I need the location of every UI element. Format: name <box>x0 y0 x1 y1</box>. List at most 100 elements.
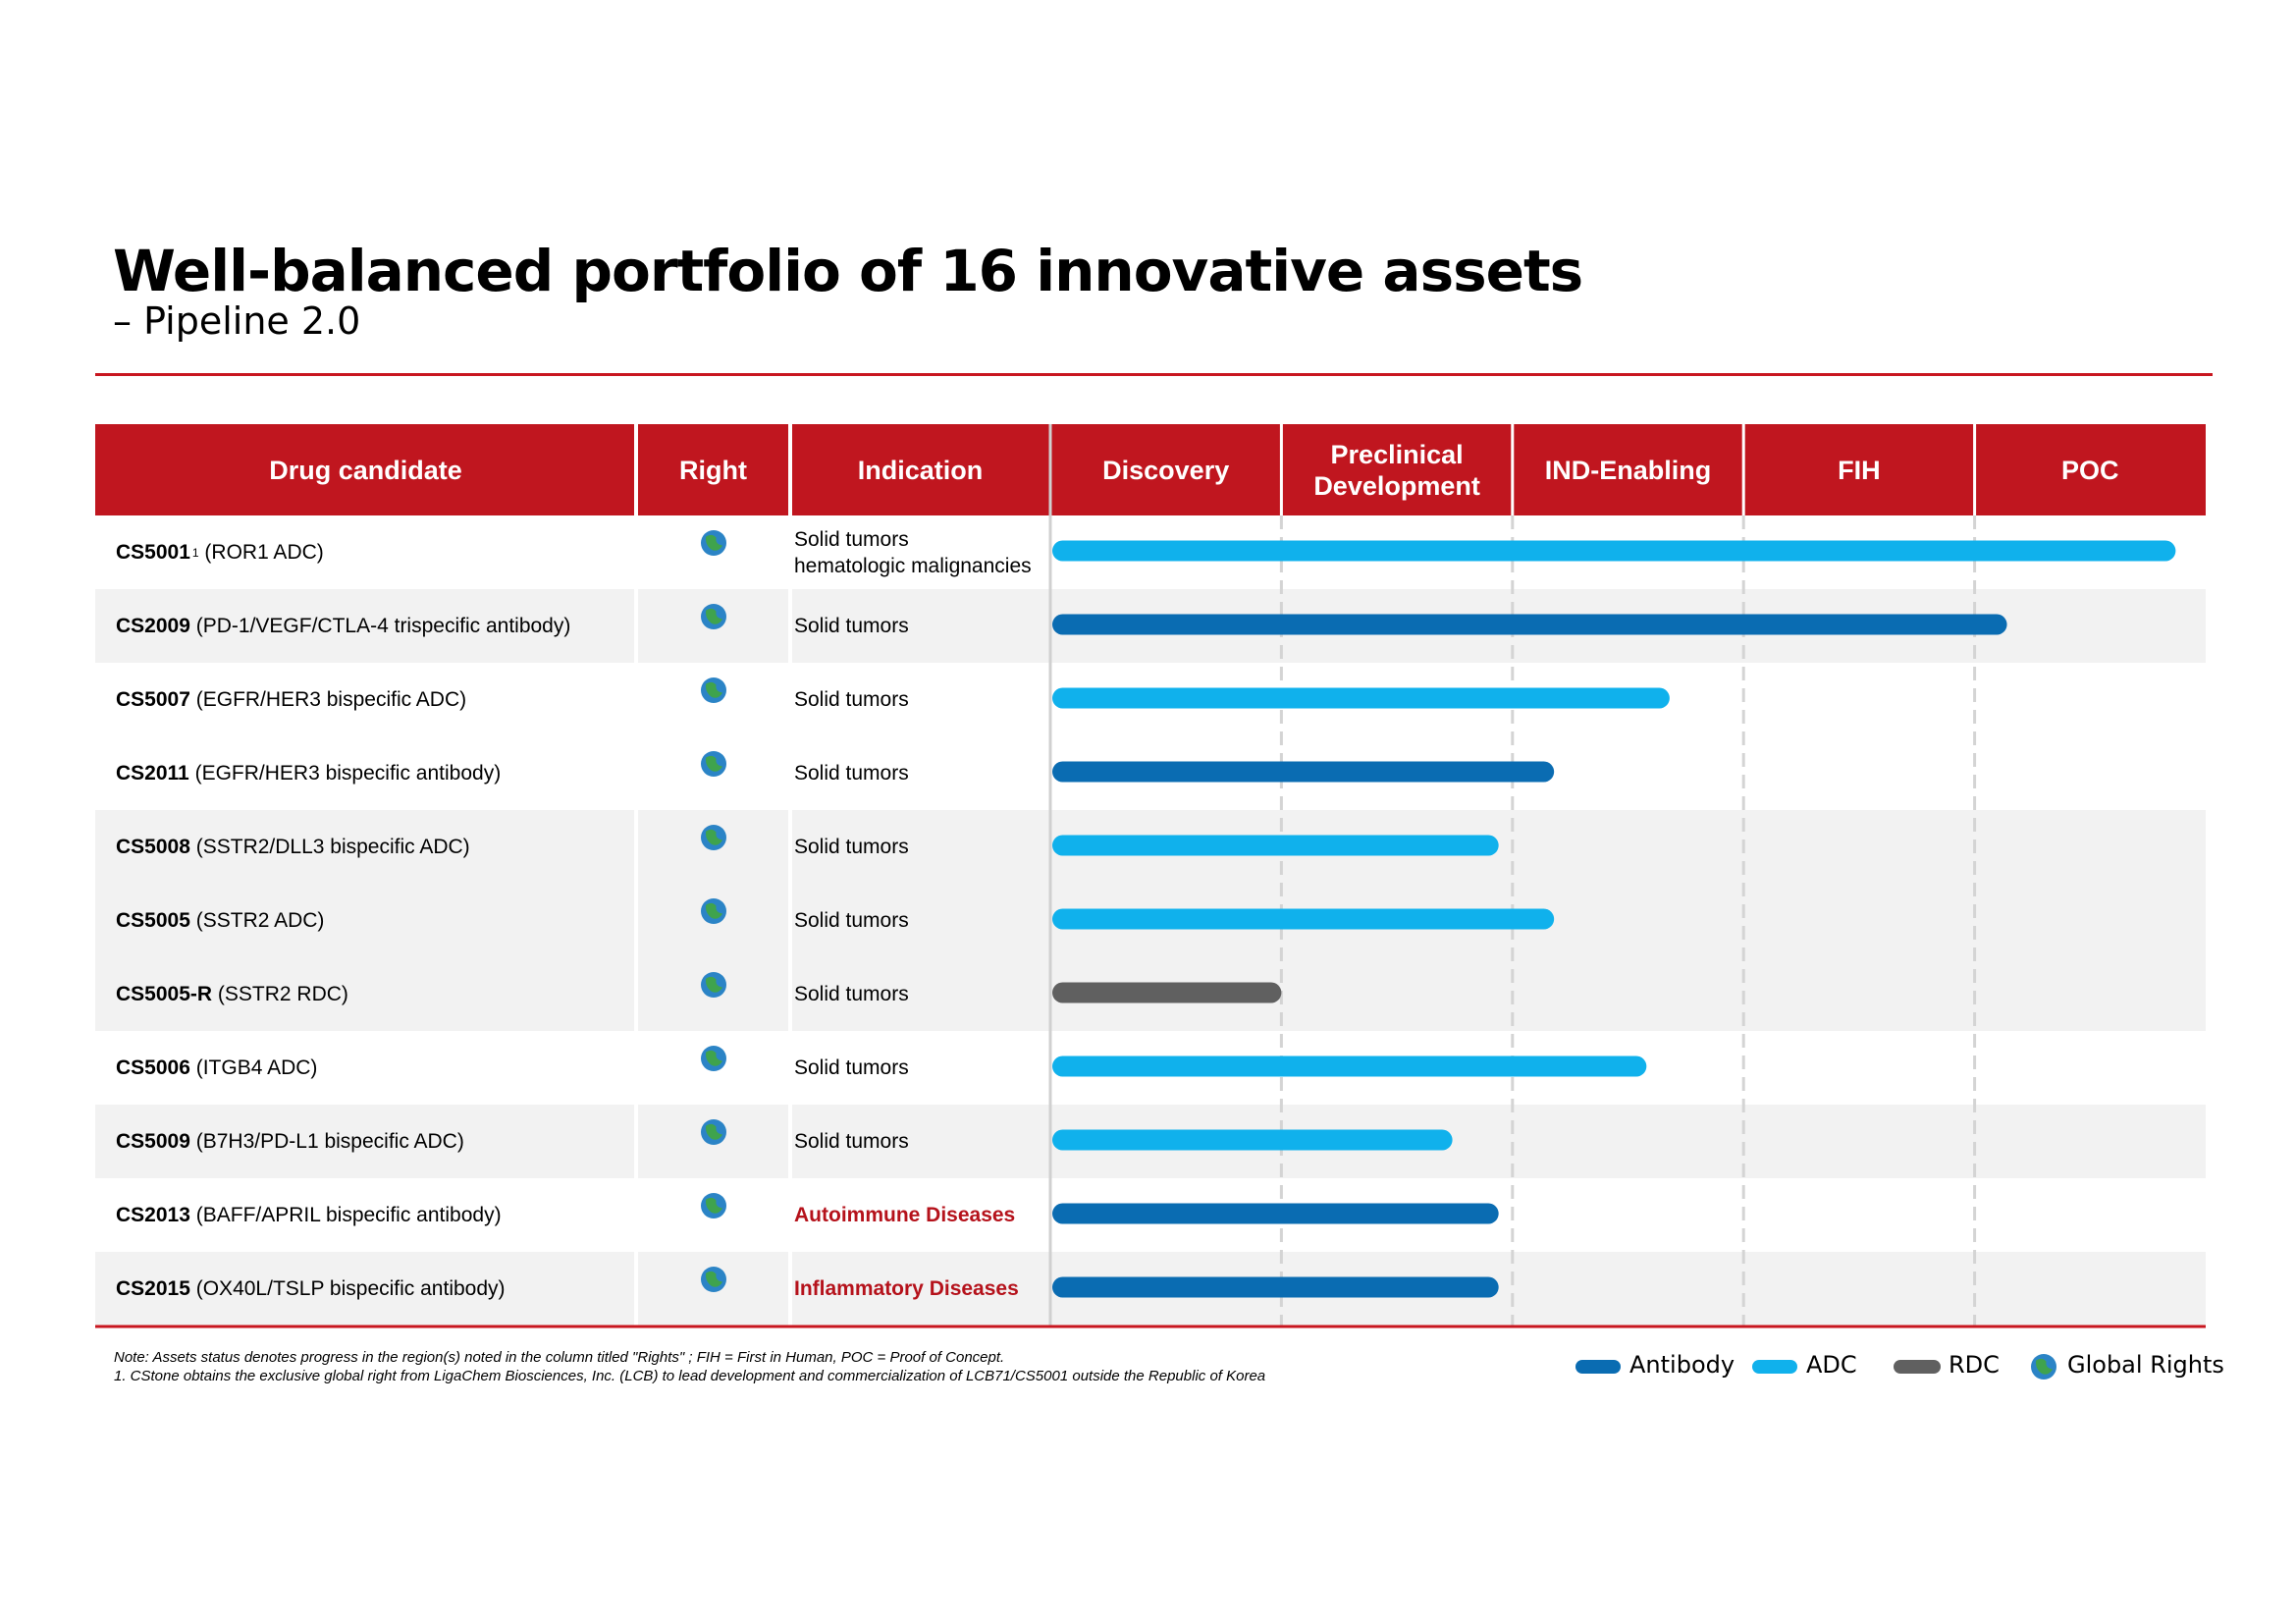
divider <box>95 373 2213 376</box>
indication-cell: Solid tumors <box>794 957 909 1031</box>
drug-description: (B7H3/PD-L1 bispecific ADC) <box>195 1130 464 1153</box>
indication-cell: Solid tumors <box>794 736 909 810</box>
indication-cell: Inflammatory Diseases <box>794 1252 1019 1326</box>
legend-swatch <box>1894 1360 1941 1374</box>
indication: Solid tumors <box>794 909 909 932</box>
globe-land <box>705 1050 723 1066</box>
globe-land <box>705 534 723 551</box>
legend-label: Global Rights <box>2067 1351 2224 1379</box>
drug-description: (PD-1/VEGF/CTLA-4 trispecific antibody) <box>195 615 571 637</box>
progress-bar <box>1052 761 1555 783</box>
drug-code: CS5005 <box>116 909 190 932</box>
column-header: Drug candidate <box>269 455 462 485</box>
phase-header: FIH <box>1838 455 1881 485</box>
phase-header: POC <box>2061 455 2119 485</box>
progress-bar <box>1052 835 1499 856</box>
drug-cell: CS5006 (ITGB4 ADC) <box>116 1031 317 1105</box>
drug-code: CS2013 <box>116 1204 190 1226</box>
indication-cell: Solid tumors <box>794 810 909 884</box>
globe-land <box>705 755 723 772</box>
drug-cell: CS5009 (B7H3/PD-L1 bispecific ADC) <box>116 1105 464 1178</box>
drug-cell: CS2009 (PD-1/VEGF/CTLA-4 trispecific ant… <box>116 589 570 663</box>
progress-bar <box>1052 1129 1453 1151</box>
indication: Inflammatory Diseases <box>794 1277 1019 1300</box>
drug-cell: CS5007 (EGFR/HER3 bispecific ADC) <box>116 663 466 736</box>
phase-header: IND-Enabling <box>1544 455 1712 485</box>
drug-code: CS2009 <box>116 615 190 637</box>
indication: Solid tumors <box>794 527 909 551</box>
drug-cell: CS5001 1 (ROR1 ADC) <box>116 541 324 564</box>
title: Well-balanced portfolio of 16 innovative… <box>113 238 1583 304</box>
column-header: Indication <box>857 455 984 485</box>
drug-code: CS5009 <box>116 1130 190 1153</box>
drug-description: (EGFR/HER3 bispecific ADC) <box>195 688 467 711</box>
indication: Solid tumors <box>794 1056 909 1079</box>
indication-cell: Solid tumors <box>794 663 909 736</box>
drug-code: CS5008 <box>116 836 190 858</box>
indication: Solid tumors <box>794 836 909 858</box>
drug-cell: CS5008 (SSTR2/DLL3 bispecific ADC) <box>116 810 470 884</box>
globe-land <box>705 902 723 919</box>
drug-description: (SSTR2/DLL3 bispecific ADC) <box>195 836 470 858</box>
drug-code: CS2011 <box>116 762 189 785</box>
footnote: Note: Assets status denotes progress in … <box>114 1349 1005 1366</box>
drug-description: (BAFF/APRIL bispecific antibody) <box>195 1204 502 1226</box>
header-bg <box>95 424 2206 515</box>
indication: Solid tumors <box>794 1130 909 1153</box>
drug-code: CS5006 <box>116 1056 190 1079</box>
indication: Autoimmune Diseases <box>794 1204 1016 1226</box>
drug-description: (ROR1 ADC) <box>204 541 324 564</box>
progress-bar <box>1052 540 2176 562</box>
indication: Solid tumors <box>794 983 909 1005</box>
drug-code: CS5007 <box>116 688 190 711</box>
drug-description: (OX40L/TSLP bispecific antibody) <box>195 1277 506 1300</box>
phase-header: Discovery <box>1102 455 1230 485</box>
drug-cell: CS5005 (SSTR2 ADC) <box>116 884 324 957</box>
progress-bar <box>1052 908 1555 930</box>
drug-code: CS2015 <box>116 1277 190 1300</box>
indication-cell: Solid tumors <box>794 1031 909 1105</box>
legend-label: ADC <box>1806 1351 1857 1379</box>
indication: Solid tumors <box>794 615 909 637</box>
drug-cell: CS5005-R (SSTR2 RDC) <box>116 957 348 1031</box>
globe-land <box>705 1271 723 1287</box>
progress-bar <box>1052 1056 1647 1077</box>
indication: Solid tumors <box>794 762 909 785</box>
drug-cell: CS2013 (BAFF/APRIL bispecific antibody) <box>116 1178 502 1252</box>
indication-cell: Solid tumors <box>794 884 909 957</box>
legend-swatch <box>1575 1360 1621 1374</box>
subtitle: – Pipeline 2.0 <box>113 299 361 343</box>
drug-description: (ITGB4 ADC) <box>195 1056 318 1079</box>
progress-bar <box>1052 687 1670 709</box>
globe-land <box>705 829 723 845</box>
indication-cell: Solid tumors hematologic malignancies <box>794 515 1032 589</box>
indication: hematologic malignancies <box>794 554 1032 577</box>
globe-land <box>705 608 723 624</box>
drug-description: (SSTR2 RDC) <box>217 983 348 1005</box>
phase-header: Preclinical Development <box>1313 439 1480 501</box>
indication-cell: Solid tumors <box>794 589 909 663</box>
indication-cell: Autoimmune Diseases <box>794 1178 1015 1252</box>
globe-land <box>705 1123 723 1140</box>
globe-land <box>705 976 723 993</box>
progress-bar <box>1052 982 1282 1003</box>
progress-bar <box>1052 1203 1499 1224</box>
globe-land <box>2035 1358 2054 1375</box>
legend-swatch <box>1752 1360 1797 1374</box>
indication: Solid tumors <box>794 688 909 711</box>
progress-bar <box>1052 1276 1499 1298</box>
legend-label: Antibody <box>1629 1351 1735 1379</box>
globe-land <box>705 1197 723 1214</box>
drug-cell: CS2015 (OX40L/TSLP bispecific antibody) <box>116 1252 506 1326</box>
column-header: Right <box>679 455 747 485</box>
drug-description: (EGFR/HER3 bispecific antibody) <box>194 762 502 785</box>
globe-land <box>705 681 723 698</box>
indication-cell: Solid tumors <box>794 1105 909 1178</box>
footnote: 1. CStone obtains the exclusive global r… <box>114 1368 1266 1384</box>
drug-code: CS5001 <box>116 541 190 564</box>
drug-description: (SSTR2 ADC) <box>195 909 325 932</box>
progress-bar <box>1052 614 2007 635</box>
drug-code: CS5005-R <box>116 983 213 1005</box>
